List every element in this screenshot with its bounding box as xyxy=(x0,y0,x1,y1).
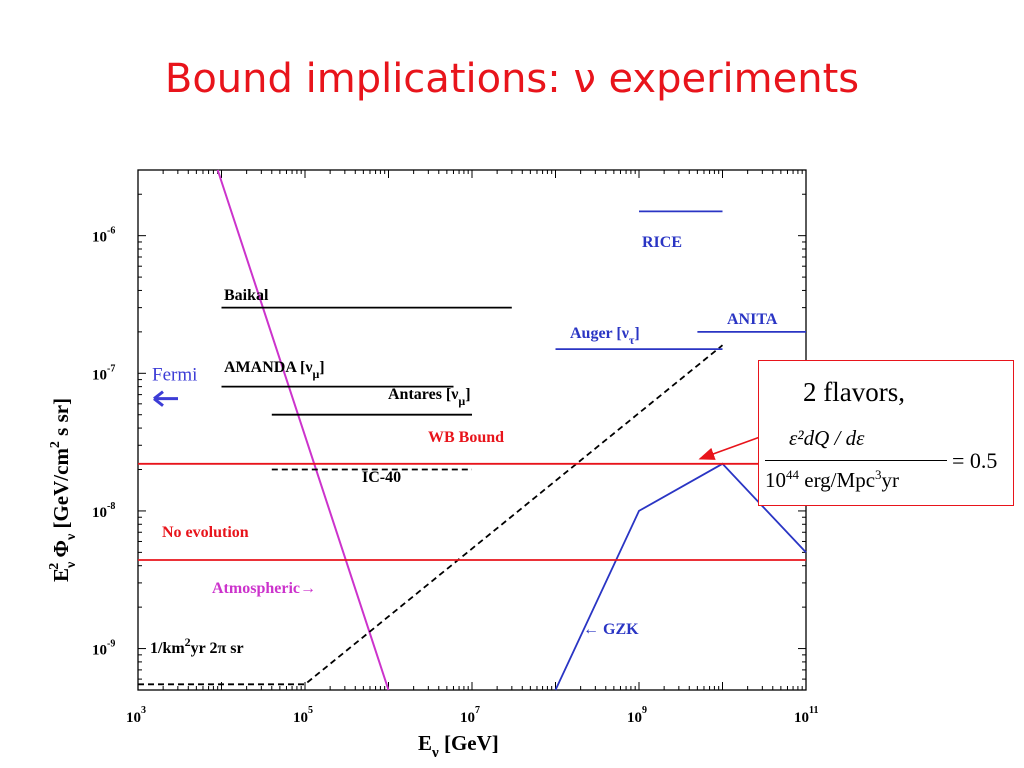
callout-box: 2 flavors, ε²dQ / dε 1044 erg/Mpc3yr = 0… xyxy=(758,360,1014,506)
callout-den-base: 10 xyxy=(765,468,786,492)
series-line-0 xyxy=(216,169,390,691)
series-label-2: Baikal xyxy=(224,287,269,304)
series-line-9 xyxy=(554,462,807,691)
annotation-label-0: Fermi xyxy=(152,365,197,386)
callout-numerator: ε²dQ / dε xyxy=(789,426,865,450)
y-axis-title: Eν2 Φν [GeV/cm2 s sr] xyxy=(47,398,79,582)
x-tick-label: 107 xyxy=(460,705,480,726)
series-label-4: Antares [νμ] xyxy=(388,386,471,408)
callout-heading: 2 flavors, xyxy=(803,377,905,407)
series-label-8: ANITA xyxy=(727,311,778,328)
callout-fraction-bar xyxy=(765,460,947,461)
y-tick-label: 10-9 xyxy=(92,639,115,659)
series-label-0: Atmospheric→ xyxy=(212,580,316,597)
series-label-7: Auger [ντ] xyxy=(570,325,640,347)
x-tick-label: 1011 xyxy=(794,705,818,726)
callout-denominator: 1044 erg/Mpc3yr xyxy=(765,467,899,493)
y-tick-label: 10-6 xyxy=(92,226,115,246)
callout-den-exp: 44 xyxy=(786,467,799,482)
slide-title: Bound implications: ν experiments xyxy=(164,56,860,102)
series-label-9: ← GZK xyxy=(583,621,639,638)
series-line-1 xyxy=(138,344,724,686)
x-tick-label: 109 xyxy=(627,705,647,726)
series-label-10: WB Bound xyxy=(428,429,504,446)
series-label-3: AMANDA [νμ] xyxy=(224,359,325,381)
series-label-5: IC-40 xyxy=(362,469,401,486)
fermi-arrow-head xyxy=(153,390,164,407)
x-tick-label: 105 xyxy=(293,705,313,726)
callout-den-unit: erg/Mpc xyxy=(799,468,876,492)
callout-den-exp2: 3 xyxy=(875,467,882,482)
y-tick-label: 10-7 xyxy=(92,363,115,383)
x-axis-title: Eν [GeV] xyxy=(418,731,499,761)
callout-den-end: yr xyxy=(881,468,900,492)
series-label-11: No evolution xyxy=(162,524,249,541)
series-label-6: RICE xyxy=(642,234,682,251)
y-tick-label: 10-8 xyxy=(92,501,115,521)
series-label-1: 1/km2yr 2π sr xyxy=(150,635,244,657)
callout-arrow xyxy=(698,436,761,460)
x-tick-label: 103 xyxy=(126,705,146,726)
callout-equals: = 0.5 xyxy=(952,448,998,473)
